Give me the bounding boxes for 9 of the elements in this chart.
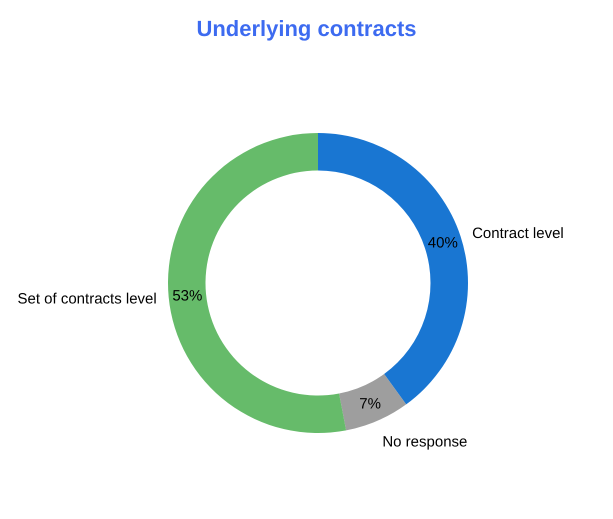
chart-title: Underlying contracts: [196, 16, 417, 41]
donut-slice: [339, 374, 406, 430]
data-label: 7%: [359, 396, 381, 413]
slice-label: Set of contracts level: [17, 290, 157, 308]
slice-label: No response: [382, 434, 468, 451]
slice-label: Contract level: [472, 225, 564, 242]
donut-slice: [168, 133, 346, 433]
data-label: 40%: [428, 234, 458, 252]
data-label: 53%: [172, 288, 202, 305]
